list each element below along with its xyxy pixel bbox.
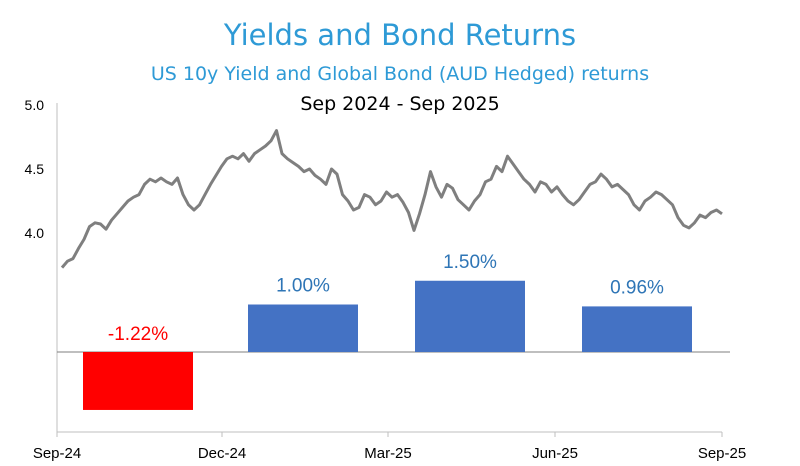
chart-subtitle: US 10y Yield and Global Bond (AUD Hedged… [151,63,649,85]
bar-data-label: 1.50% [443,252,497,273]
x-tick-label: Mar-25 [364,445,412,462]
y-tick-label: 5.0 [25,97,45,113]
us-10y-yield-line [60,129,723,269]
x-tick-label: Jun-25 [532,445,578,462]
x-tick-label: Dec-24 [198,445,246,462]
bar-1 [83,352,193,410]
x-tick-label: Sep-24 [33,445,81,462]
bar-data-label: 1.00% [276,276,330,297]
bar-data-label: -1.22% [108,324,168,345]
y-tick-label: 4.0 [25,225,45,241]
chart-title: Yields and Bond Returns [223,18,576,52]
bar-series [83,280,692,410]
y-axis-ticks: 5.0 4.5 4.0 [25,97,45,241]
x-axis-ticks: Sep-24 Dec-24 Mar-25 Jun-25 Sep-25 [33,432,746,462]
bar-2 [248,304,358,352]
bar-data-label: 0.96% [610,277,664,298]
x-tick-label: Sep-25 [698,445,746,462]
bar-4 [582,306,692,352]
y-tick-label: 4.5 [25,161,45,177]
bar-data-labels: -1.22% 1.00% 1.50% 0.96% [108,252,664,345]
chart-period: Sep 2024 - Sep 2025 [300,93,499,115]
bar-3 [415,280,525,352]
